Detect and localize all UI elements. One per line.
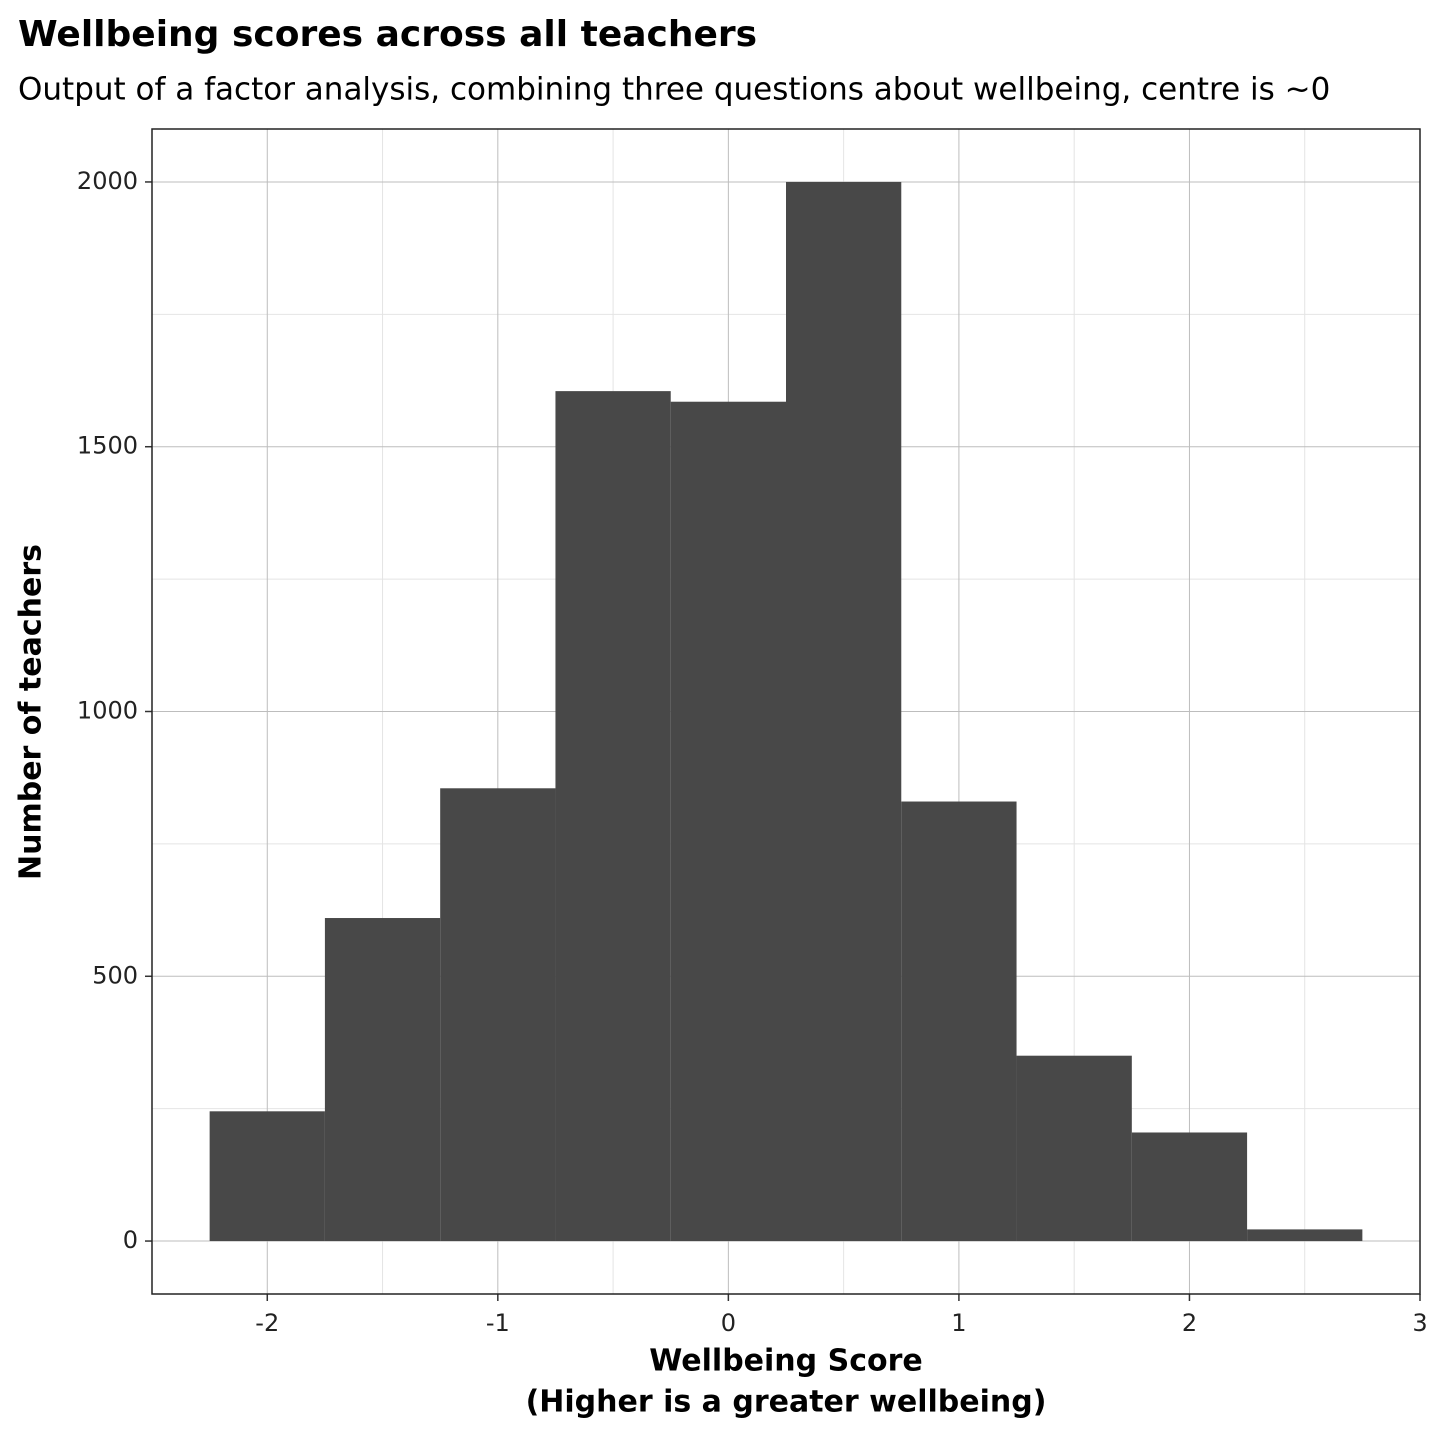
x-tick-label: 0 (721, 1309, 736, 1337)
x-tick-label: -2 (255, 1309, 279, 1337)
bar (555, 391, 671, 1242)
x-tick-label: 3 (1412, 1309, 1427, 1337)
bar (324, 918, 441, 1242)
bar (440, 788, 556, 1242)
y-tick-label: 2000 (77, 167, 138, 195)
y-axis-label: Number of teachers (14, 544, 49, 880)
bar (901, 801, 1017, 1242)
y-tick-label: 1000 (77, 697, 138, 725)
x-tick-label: 1 (951, 1309, 966, 1337)
y-tick-label: 1500 (77, 432, 138, 460)
bar (209, 1111, 325, 1242)
y-tick-label: 500 (92, 961, 138, 989)
x-tick-label: -1 (486, 1309, 510, 1337)
bar (670, 401, 786, 1242)
bar (1016, 1055, 1132, 1242)
bar (1247, 1229, 1363, 1242)
x-tick-label: 2 (1182, 1309, 1197, 1337)
bar (786, 181, 902, 1242)
bar (1131, 1132, 1248, 1242)
x-axis-label: (Higher is a greater wellbeing) (526, 1385, 1047, 1420)
y-tick-label: 0 (123, 1226, 138, 1254)
chart-subtitle: Output of a factor analysis, combining t… (18, 72, 1330, 108)
chart-title: Wellbeing scores across all teachers (18, 14, 757, 55)
x-axis-label: Wellbeing Score (649, 1344, 922, 1379)
panel-border (151, 128, 1421, 1295)
